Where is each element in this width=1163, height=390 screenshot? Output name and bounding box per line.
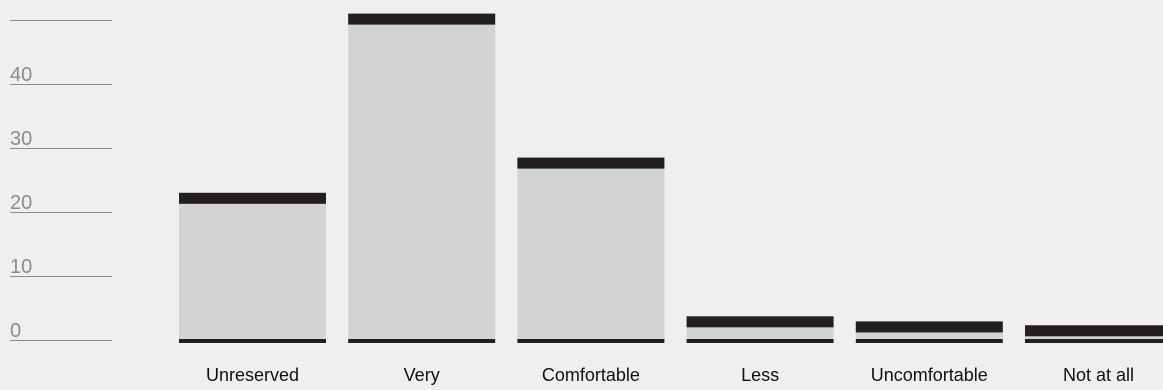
bar-comfortable bbox=[517, 157, 665, 343]
bar-base-comfortable bbox=[517, 339, 665, 343]
category-label-very: Very bbox=[404, 365, 440, 385]
bars bbox=[179, 13, 1163, 343]
bar-body-very bbox=[348, 13, 496, 340]
bar-less bbox=[686, 316, 834, 343]
bar-very bbox=[348, 13, 496, 343]
y-tick-label-10: 10 bbox=[10, 256, 32, 278]
y-tick-label-20: 20 bbox=[10, 192, 32, 214]
bar-cap-less bbox=[686, 316, 834, 328]
category-label-uncomfortable: Uncomfortable bbox=[871, 365, 988, 385]
category-label-comfortable: Comfortable bbox=[542, 365, 640, 385]
bar-base-not-at-all bbox=[1025, 339, 1163, 343]
bar-cap-uncomfortable bbox=[855, 321, 1003, 333]
bar-cap-very bbox=[348, 13, 496, 25]
bar-base-very bbox=[348, 339, 496, 343]
bar-base-unreserved bbox=[179, 339, 326, 343]
bar-cap-not-at-all bbox=[1025, 325, 1163, 337]
bar-base-less bbox=[686, 339, 834, 343]
category-label-not-at-all: Not at all bbox=[1063, 365, 1134, 385]
category-label-unreserved: Unreserved bbox=[206, 365, 299, 385]
y-tick-label-40: 40 bbox=[10, 64, 32, 86]
bar-cap-unreserved bbox=[179, 192, 326, 204]
y-tick-label-0: 0 bbox=[10, 320, 21, 342]
bar-cap-comfortable bbox=[517, 157, 665, 169]
bar-body-unreserved bbox=[179, 192, 326, 340]
bar-not-at-all bbox=[1025, 325, 1163, 343]
bar-body-comfortable bbox=[517, 157, 665, 340]
bar-uncomfortable bbox=[855, 321, 1003, 343]
bar-base-uncomfortable bbox=[855, 339, 1003, 343]
x-axis-labels: Unreserved Very Comfortable Less Uncomfortab… bbox=[206, 365, 1134, 385]
y-axis: 0 10 20 30 40 bbox=[10, 20, 112, 342]
y-tick-label-30: 30 bbox=[10, 128, 32, 150]
bar-unreserved bbox=[179, 192, 326, 343]
category-label-less: Less bbox=[741, 365, 779, 385]
